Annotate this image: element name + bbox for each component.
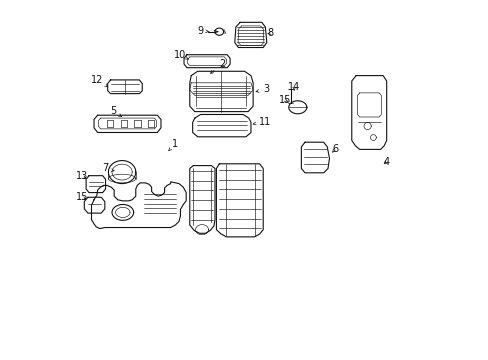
Text: 7: 7 (102, 163, 114, 174)
Text: 11: 11 (253, 117, 271, 127)
Text: 9: 9 (197, 26, 209, 36)
Text: 10: 10 (173, 50, 188, 60)
Text: 5: 5 (110, 106, 122, 117)
Text: 12: 12 (91, 75, 107, 87)
Text: 8: 8 (267, 28, 273, 38)
Text: 2: 2 (210, 59, 225, 73)
Text: 13: 13 (76, 171, 88, 181)
Text: 4: 4 (383, 157, 389, 167)
Text: 6: 6 (331, 144, 338, 154)
Text: 14: 14 (287, 82, 300, 92)
Text: 3: 3 (256, 84, 268, 94)
Text: 1: 1 (168, 139, 178, 150)
Text: 15: 15 (76, 192, 88, 202)
Text: 15: 15 (278, 95, 290, 105)
